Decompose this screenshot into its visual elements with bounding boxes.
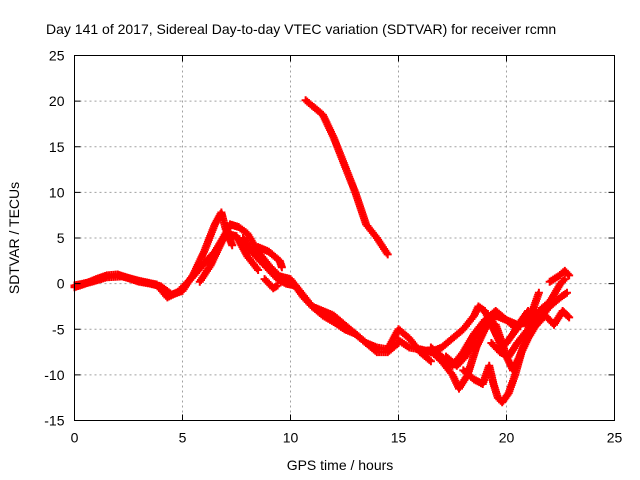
data-point [565,271,574,280]
y-tick-label: 0 [57,276,65,292]
x-tick-label: 10 [283,430,299,446]
x-tick-label: 25 [607,430,623,446]
series-pass-5 [254,243,286,272]
series-layer [70,96,574,407]
data-point [383,250,392,259]
y-tick-label: -5 [52,321,65,337]
grid [74,55,615,421]
data-point [273,281,282,290]
y-tick-label: -15 [44,413,64,429]
data-point [520,313,529,322]
x-tick-label: 0 [71,430,79,446]
x-tick-label: 5 [179,430,187,446]
data-point [559,276,568,285]
y-tick-label: 15 [49,139,65,155]
data-point [534,288,543,297]
data-point [560,275,569,284]
data-point [277,263,286,272]
y-tick-label: 25 [49,48,65,64]
y-axis-label: SDTVAR / TECUs [6,182,22,294]
data-point [254,265,263,274]
series-pass-16 [508,311,530,338]
x-tick-label: 20 [499,430,515,446]
data-point [561,289,570,298]
series-pass-15 [545,266,574,286]
data-point [425,355,434,364]
series-pass-13 [487,288,543,361]
y-tick-label: 5 [57,230,65,246]
data-point [562,288,571,297]
series-pass-12 [459,288,571,407]
data-point [565,313,574,322]
axis-ticks [74,55,615,421]
x-axis-tick-labels: 0 5 10 15 20 25 [71,430,623,446]
y-axis-tick-labels: -15 -10 -5 0 5 10 15 20 25 [44,48,64,429]
series-pass-14 [532,307,574,329]
data-point [228,241,237,250]
data-point [521,311,530,320]
series-pass-7 [301,96,392,259]
y-tick-label: 10 [49,184,65,200]
chart-title: Day 141 of 2017, Sidereal Day-to-day VTE… [46,21,556,37]
data-point [563,312,572,321]
data-point [563,269,572,278]
series-pass-6 [260,275,282,293]
x-axis-label: GPS time / hours [287,457,394,473]
y-tick-label: -10 [44,367,64,383]
x-tick-label: 15 [391,430,407,446]
data-point [426,357,435,366]
series-pass-11 [442,275,569,375]
y-tick-label: 20 [49,93,65,109]
